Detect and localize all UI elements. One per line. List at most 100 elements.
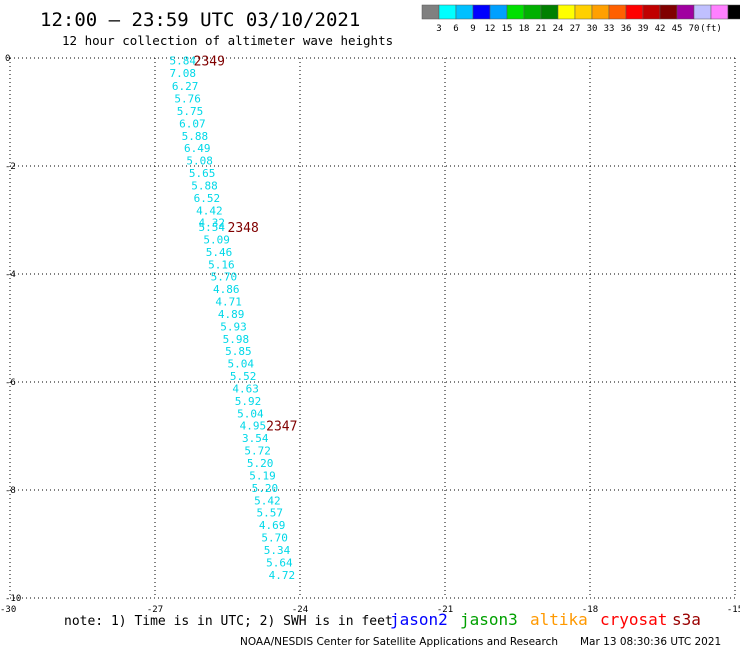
wave-height-value: 5.54 — [199, 221, 226, 234]
y-tick-label: -6 — [5, 378, 16, 388]
wave-height-value: 4.63 — [232, 382, 258, 395]
wave-height-value: 4.86 — [213, 283, 240, 296]
legend-swatch — [676, 4, 695, 20]
wave-height-value: 5.52 — [230, 370, 257, 383]
x-tick-label: -30 — [0, 605, 16, 615]
wave-height-value: 4.71 — [215, 296, 242, 309]
wave-height-value: 5.98 — [223, 333, 250, 346]
wave-height-value: 5.93 — [220, 320, 247, 333]
legend-swatch — [557, 4, 576, 20]
legend-label: 42 — [655, 24, 666, 34]
legend-swatch — [421, 4, 440, 20]
legend-label: 15 — [502, 24, 513, 34]
wave-height-value: 5.19 — [249, 469, 276, 482]
satellite-name-altika: altika — [530, 610, 588, 629]
wave-height-value: 5.70 — [211, 271, 238, 284]
legend-swatch — [574, 4, 593, 20]
y-tick-label: -10 — [5, 594, 21, 604]
wave-height-value: 5.09 — [203, 233, 230, 246]
pass-time-label: 2348 — [228, 221, 259, 236]
wave-height-value: 4.72 — [269, 569, 296, 582]
satellite-name-s3a: s3a — [672, 610, 701, 629]
wave-height-value: 6.07 — [179, 117, 206, 130]
wave-height-value: 5.88 — [182, 130, 209, 143]
satellite-legend: jason2 jason3 altika cryosat s3a — [390, 610, 701, 629]
legend-swatch — [455, 4, 474, 20]
x-tick-label: -18 — [582, 605, 598, 615]
wave-height-value: 4.69 — [259, 519, 286, 532]
pass-time-label: 2349 — [194, 55, 225, 70]
chart-subtitle: 12 hour collection of altimeter wave hei… — [62, 33, 393, 48]
legend-swatch — [710, 4, 729, 20]
wave-height-value: 5.04 — [228, 358, 255, 371]
wave-height-value: 5.88 — [191, 179, 218, 192]
y-tick-labels: 0 -2 -4 -6 -8 -10 — [5, 54, 21, 604]
wave-height-value: 5.20 — [252, 482, 279, 495]
legend-swatch — [523, 4, 542, 20]
wave-height-value: 7.08 — [170, 67, 197, 80]
legend-swatch — [693, 4, 712, 20]
wave-height-value: 5.04 — [237, 407, 264, 420]
wave-height-value: 5.42 — [254, 494, 280, 507]
legend-label: 18 — [519, 24, 530, 34]
wave-height-value: 5.75 — [177, 105, 204, 118]
wave-height-value: 6.52 — [194, 192, 221, 205]
wave-height-value: 6.27 — [172, 80, 199, 93]
legend-label: (ft) — [700, 24, 722, 34]
legend-swatch — [506, 4, 525, 20]
color-scale-legend: 3 6 9 12 15 18 21 24 27 30 33 36 39 42 45 70 (ft) — [421, 4, 740, 34]
pass-time-label: 2347 — [266, 420, 297, 435]
legend-swatch — [472, 4, 491, 20]
footer-credit: NOAA/NESDIS Center for Satellite Applica… — [240, 636, 558, 648]
wave-height-value: 5.16 — [208, 258, 235, 271]
legend-label: 21 — [536, 24, 547, 34]
wave-height-value: 5.46 — [206, 246, 233, 259]
x-tick-label: -15 — [727, 605, 740, 615]
legend-label: 27 — [570, 24, 581, 34]
legend-swatch — [659, 4, 678, 20]
wave-height-value: 5.20 — [247, 457, 273, 470]
wave-height-value: 5.70 — [261, 532, 288, 545]
wave-height-value: 5.72 — [244, 445, 271, 458]
wave-height-value: 5.57 — [257, 507, 284, 520]
wave-height-value: 5.84 — [170, 55, 197, 68]
wave-height-labels: 5.847.086.275.765.756.075.886.495.085.65… — [170, 55, 296, 582]
wave-height-value: 4.32 — [199, 217, 226, 230]
wave-height-value: 4.89 — [218, 308, 245, 321]
wave-height-value: 5.76 — [174, 93, 201, 106]
legend-label: 39 — [638, 24, 649, 34]
x-tick-labels: -30 -27 -24 -21 -18 -15 — [0, 605, 740, 615]
footer-timestamp: Mar 13 08:30:36 UTC 2021 — [580, 636, 721, 648]
legend-label: 36 — [621, 24, 632, 34]
pass-time-labels: 2349 2348 2347 — [194, 55, 298, 435]
legend-swatch — [608, 4, 627, 20]
x-tick-label: -24 — [292, 605, 308, 615]
satellite-name-cryosat: cryosat — [600, 610, 667, 629]
wave-height-value: 5.85 — [225, 345, 252, 358]
legend-label: 12 — [485, 24, 496, 34]
legend-swatch — [727, 4, 740, 20]
wave-height-value: 5.08 — [186, 155, 213, 168]
wave-height-value: 5.64 — [266, 556, 293, 569]
wave-height-value: 5.34 — [264, 544, 291, 557]
x-tick-label: -27 — [147, 605, 163, 615]
legend-label: 9 — [470, 24, 475, 34]
legend-label: 33 — [604, 24, 615, 34]
wave-height-value: 3.54 — [242, 432, 269, 445]
legend-label: 24 — [553, 24, 564, 34]
legend-label: 3 — [436, 24, 441, 34]
x-tick-label: -21 — [437, 605, 453, 615]
y-tick-label: 0 — [5, 54, 10, 64]
legend-swatch — [489, 4, 508, 20]
legend-swatch — [540, 4, 559, 20]
legend-swatch — [438, 4, 457, 20]
footer-note: note: 1) Time is in UTC; 2) SWH is in fe… — [64, 614, 393, 629]
y-tick-label: -4 — [5, 270, 16, 280]
satellite-name-jason3: jason3 — [460, 610, 518, 629]
wave-height-value: 5.65 — [189, 167, 216, 180]
legend-label: 30 — [587, 24, 598, 34]
legend-label: 6 — [453, 24, 458, 34]
y-tick-label: -8 — [5, 486, 16, 496]
wave-height-value: 5.92 — [235, 395, 262, 408]
